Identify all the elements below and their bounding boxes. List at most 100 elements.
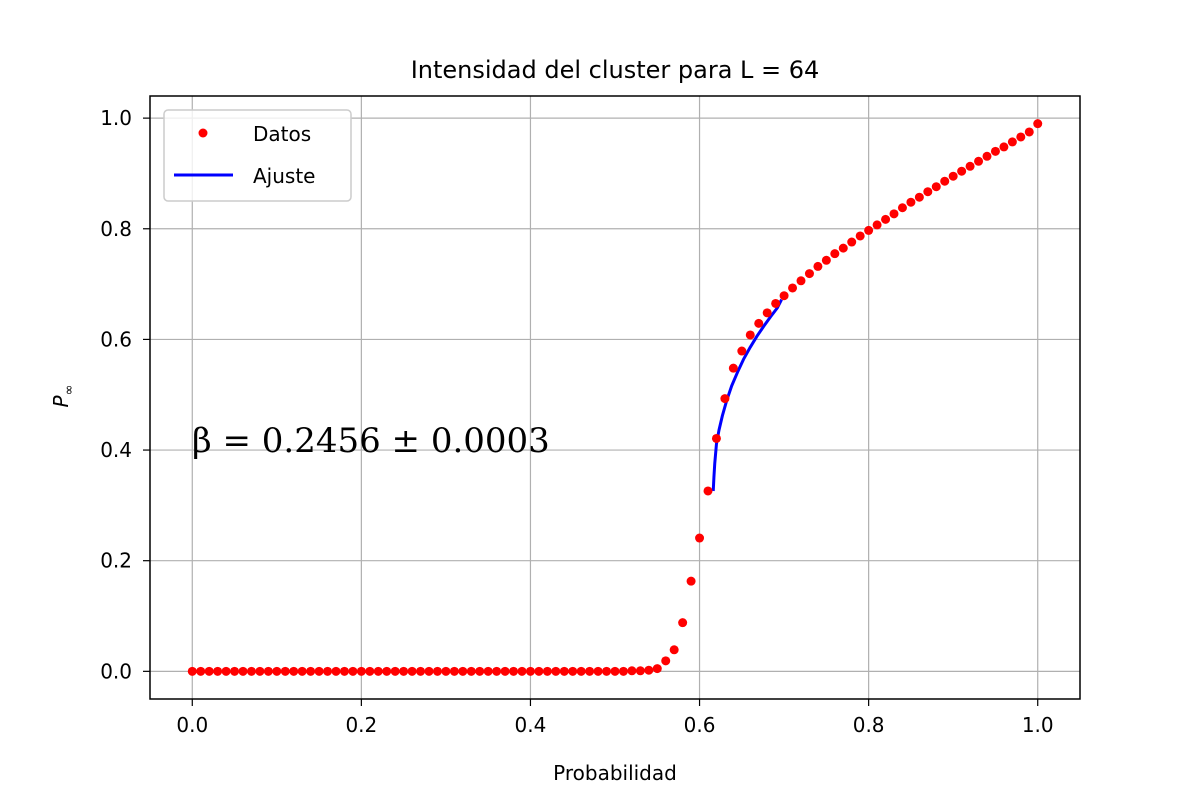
data-point — [399, 666, 409, 676]
data-point — [416, 666, 426, 676]
data-point — [424, 666, 434, 676]
data-point — [661, 656, 671, 666]
data-point — [196, 666, 206, 676]
data-point — [221, 666, 231, 676]
data-point — [678, 618, 688, 628]
data-point — [187, 666, 197, 676]
data-point — [881, 214, 891, 224]
x-tick-label: 0.6 — [684, 713, 716, 737]
data-point — [483, 666, 493, 676]
x-ticks: 0.0 0.2 0.4 0.6 0.8 1.0 — [176, 699, 1054, 737]
data-point — [509, 666, 519, 676]
data-point — [1007, 137, 1017, 147]
data-point — [906, 197, 916, 207]
data-point — [982, 151, 992, 161]
data-point — [306, 666, 316, 676]
data-point — [644, 665, 654, 675]
y-tick-label: 0.6 — [100, 327, 132, 351]
data-point — [475, 666, 485, 676]
data-point — [957, 166, 967, 176]
data-point — [618, 666, 628, 676]
data-point — [838, 243, 848, 253]
data-point — [830, 249, 840, 259]
y-axis-label-subscript: ∞ — [62, 385, 77, 396]
data-point — [356, 666, 366, 676]
data-point — [373, 666, 383, 676]
legend: Datos Ajuste — [163, 109, 352, 202]
data-point — [914, 192, 924, 202]
data-point — [695, 533, 705, 543]
data-point — [1033, 119, 1043, 129]
data-point — [365, 666, 375, 676]
data-point — [745, 330, 755, 340]
data-point — [458, 666, 468, 676]
data-point — [872, 220, 882, 230]
data-point — [813, 261, 823, 271]
legend-box — [163, 109, 352, 202]
plot-frame — [149, 95, 1081, 700]
x-tick-label: 0.0 — [176, 713, 208, 737]
data-point — [931, 182, 941, 192]
data-point — [1016, 132, 1026, 142]
y-tick-label: 0.4 — [100, 438, 132, 462]
data-point — [627, 666, 637, 676]
data-point — [897, 203, 907, 213]
data-point — [703, 486, 713, 496]
data-point — [686, 576, 696, 586]
data-point — [407, 666, 417, 676]
data-point — [348, 666, 358, 676]
data-point — [263, 666, 273, 676]
data-point — [280, 666, 290, 676]
data-point — [593, 666, 603, 676]
y-tick-label: 0.0 — [100, 659, 132, 683]
data-point — [999, 142, 1009, 152]
data-point — [500, 666, 510, 676]
data-point — [728, 363, 738, 373]
data-point — [449, 666, 459, 676]
data-point — [382, 666, 392, 676]
legend-datos-label: Datos — [253, 122, 311, 146]
x-tick-label: 0.2 — [345, 713, 377, 737]
data-point — [948, 171, 958, 181]
chart-title: Intensidad del cluster para L = 64 — [411, 56, 820, 84]
data-point — [585, 666, 595, 676]
data-point — [923, 187, 933, 197]
grid-lines — [150, 96, 1080, 699]
data-point — [492, 666, 502, 676]
data-point — [542, 666, 552, 676]
data-point — [331, 666, 341, 676]
data-point — [314, 666, 324, 676]
legend-datos-marker — [198, 128, 208, 138]
x-tick-label: 0.8 — [853, 713, 885, 737]
fit-series — [711, 298, 783, 492]
data-point — [1024, 127, 1034, 137]
data-point — [525, 666, 535, 676]
data-point — [788, 283, 798, 293]
y-tick-label: 0.2 — [100, 549, 132, 573]
data-point — [255, 666, 265, 676]
data-point — [213, 666, 223, 676]
data-point — [965, 161, 975, 171]
y-tick-label: 1.0 — [100, 106, 132, 130]
data-point — [652, 664, 662, 674]
data-point — [990, 146, 1000, 156]
data-point — [754, 318, 764, 328]
data-point — [534, 666, 544, 676]
data-point — [204, 666, 214, 676]
data-point — [737, 346, 747, 356]
y-ticks: 0.0 0.2 0.4 0.6 0.8 1.0 — [100, 106, 150, 683]
data-point — [289, 666, 299, 676]
x-tick-label: 0.4 — [515, 713, 547, 737]
data-point — [855, 231, 865, 241]
fit-line — [711, 298, 783, 492]
data-point — [390, 666, 400, 676]
data-point — [238, 666, 248, 676]
data-point — [272, 666, 282, 676]
data-point — [711, 433, 721, 443]
data-point — [804, 269, 814, 279]
data-points — [187, 119, 1043, 676]
x-tick-label: 1.0 — [1022, 713, 1054, 737]
legend-ajuste-label: Ajuste — [253, 164, 315, 188]
data-point — [559, 666, 569, 676]
